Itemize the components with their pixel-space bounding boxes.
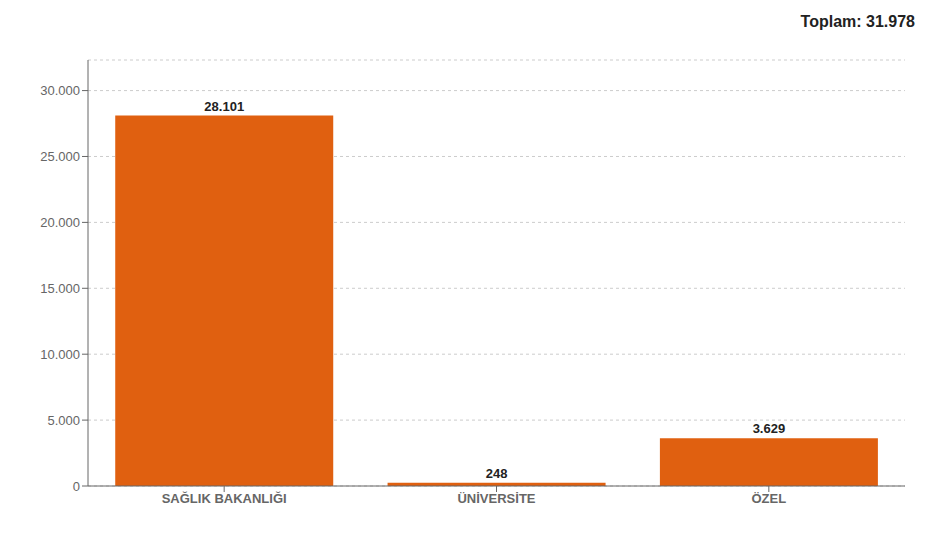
svg-text:20.000: 20.000 [40, 215, 80, 230]
svg-text:ÖZEL: ÖZEL [751, 491, 786, 506]
svg-text:248: 248 [486, 466, 508, 481]
svg-text:10.000: 10.000 [40, 347, 80, 362]
svg-text:SAĞLIK BAKANLIĞI: SAĞLIK BAKANLIĞI [162, 491, 287, 506]
svg-text:15.000: 15.000 [40, 281, 80, 296]
svg-text:3.629: 3.629 [753, 421, 786, 436]
svg-text:5.000: 5.000 [47, 413, 80, 428]
svg-text:0: 0 [73, 479, 80, 494]
svg-text:25.000: 25.000 [40, 149, 80, 164]
svg-text:30.000: 30.000 [40, 83, 80, 98]
svg-text:ÜNİVERSİTE: ÜNİVERSİTE [457, 491, 535, 506]
svg-text:28.101: 28.101 [204, 99, 244, 114]
html-text:Toplam: 31.978: Toplam: 31.978 [800, 13, 915, 30]
